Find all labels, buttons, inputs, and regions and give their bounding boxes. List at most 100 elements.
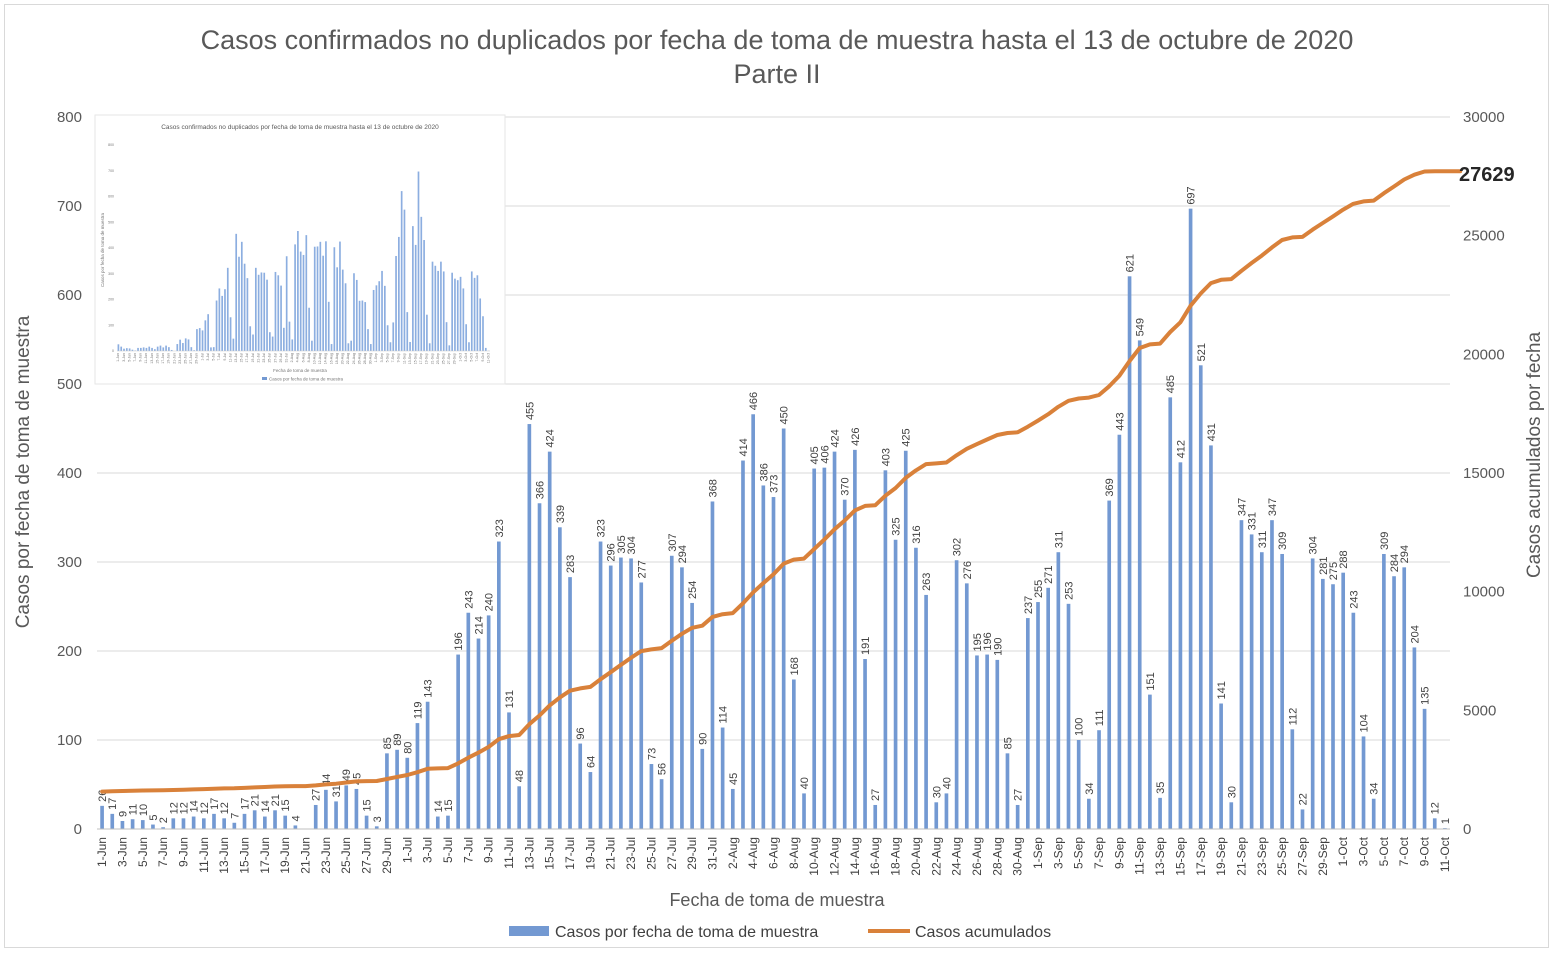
bar [802,793,806,829]
bar [537,503,542,829]
bar-value-label: 14 [189,800,201,812]
inset-bar [271,336,274,351]
x-tick-label: 27-Jun [360,837,374,874]
inset-bar [243,263,246,351]
bar [100,805,104,829]
inset-bar [210,347,212,351]
bar [212,813,216,829]
bar-value-label: 90 [697,733,709,745]
inset-bar [151,347,153,351]
inset-bar [117,344,120,351]
legend: Casos por fecha de toma de muestra Casos… [509,924,1051,941]
bar [1259,552,1264,829]
inset-y-tick-label: 200 [108,298,114,302]
bar [1097,730,1101,829]
bar [1361,736,1366,829]
inset-x-tick-label: 15-Sep [413,353,417,364]
bar [944,793,949,829]
inset-x-tick-label: 17-Sep [419,353,423,364]
bar-value-label: 48 [514,770,526,782]
x-tick-label: 9-Jul [482,837,496,863]
bar [273,810,277,829]
bar [507,712,511,829]
inset-bar [355,279,358,351]
bar [669,555,674,829]
bar [1148,694,1152,829]
inset-bar [154,349,156,351]
bar [751,414,755,829]
inset-bar [428,343,431,351]
bar [995,659,1000,829]
bar [608,565,613,829]
x-tick-label: 25-Jul [644,837,658,870]
bar-value-label: 425 [901,428,913,446]
bar [405,757,410,829]
inset-bar [392,322,395,351]
bar [1270,520,1274,829]
inset-x-tick-label: 7-Sep [391,353,395,362]
bar-value-label: 253 [1064,581,1076,599]
bar [558,527,562,829]
x-tick-label: 11-Sep [1133,837,1147,875]
inset-bar [215,300,218,351]
inset-x-tick-label: 29-Jul [279,353,283,363]
bar [812,468,817,829]
x-tick-label: 7-Sep [1092,837,1106,869]
bar-value-label: 424 [830,429,842,447]
x-tick-label: 9-Jun [176,837,190,867]
bar-value-label: 450 [779,406,791,424]
bar [1382,553,1386,829]
bar [344,785,349,829]
inset-x-tick-label: 27-Jun [189,353,193,364]
x-tick-label: 17-Jul [563,837,577,870]
inset-chart-image: Casos confirmados no duplicados por fech… [94,114,506,385]
inset-y-tick-label: 700 [108,169,114,173]
bar [130,819,135,829]
bar-value-label: 405 [809,446,821,464]
x-tick-label: 7-Jul [461,837,475,863]
inset-bar [137,347,139,351]
inset-x-tick-label: 25-Jun [184,353,188,364]
inset-bar [235,233,238,351]
inset-bar [297,231,299,351]
bar [1321,578,1325,829]
bar-value-label: 119 [412,702,424,720]
bar-value-label: 431 [1206,423,1218,441]
bar-series [100,208,1447,830]
inset-bar [187,339,190,351]
x-tick-label: 5-Jul [441,837,455,863]
inset-bar [406,312,409,351]
inset-bar [445,322,448,351]
bar-value-label: 15 [443,799,455,811]
bar-value-label: 323 [596,519,608,537]
inset-bar [184,338,187,351]
inset-bar [403,209,406,351]
x-tick-label: 12-Aug [828,837,842,876]
inset-bar [254,267,257,351]
y-tick-label: 300 [57,554,82,571]
y-right-tick-label: 5000 [1463,702,1496,719]
bar-value-label: 277 [636,560,648,578]
inset-x-tick-label: 24-Aug [352,353,356,364]
bar [364,815,369,829]
bar-value-label: 443 [1114,412,1126,430]
bar-value-label: 30 [931,786,943,798]
inset-bar [120,346,123,351]
bar-value-label: 288 [1338,550,1350,568]
x-tick-label: 15-Sep [1173,837,1187,876]
inset-x-tick-label: 29-Jun [195,353,199,364]
bar-value-label: 263 [921,573,933,591]
bar-value-label: 35 [1155,782,1167,794]
bar [1371,798,1376,829]
bar [1290,729,1295,829]
bar-value-label: 27 [1013,789,1025,801]
bar [720,727,725,829]
bar-value-label: 56 [657,763,669,775]
bar-value-label: 424 [545,429,557,447]
inset-x-tick-label: 2-Aug [290,353,294,362]
bar-value-label: 112 [1287,708,1299,726]
x-tick-label: 10-Aug [807,837,821,876]
bar [161,827,165,829]
bar-value-label: 17 [240,798,252,810]
